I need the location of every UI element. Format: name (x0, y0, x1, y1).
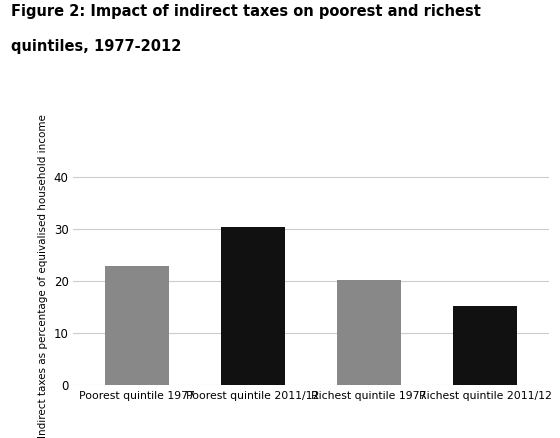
Text: quintiles, 1977-2012: quintiles, 1977-2012 (11, 39, 181, 54)
Bar (105, 265, 169, 385)
Bar (453, 306, 517, 385)
Y-axis label: Indirect taxes as percentage of equivalised household income: Indirect taxes as percentage of equivali… (38, 114, 48, 438)
Text: Figure 2: Impact of indirect taxes on poorest and richest: Figure 2: Impact of indirect taxes on po… (11, 4, 481, 19)
Bar (221, 227, 284, 385)
Bar (337, 280, 401, 385)
